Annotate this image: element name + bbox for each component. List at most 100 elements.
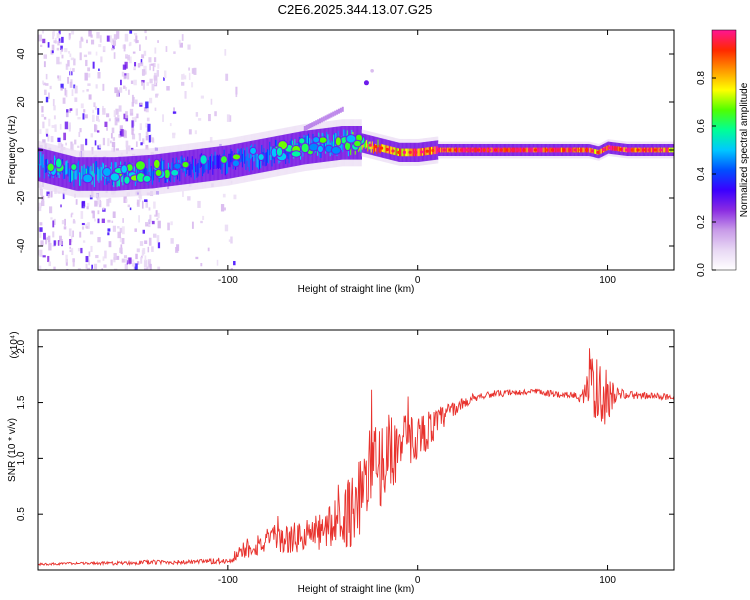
spectrogram-peak-dot	[556, 148, 560, 152]
spectrogram-core-cell	[469, 147, 472, 153]
spectrogram-core-cell	[207, 160, 210, 174]
spectrogram-noise-cell	[47, 92, 50, 99]
spectrogram-core-cell	[240, 148, 243, 162]
spectrogram-noise-cell	[116, 89, 120, 97]
spectrogram-core-cell	[412, 148, 415, 157]
spectrogram-core-cell	[383, 144, 385, 153]
spectrogram-noise-cell	[130, 147, 134, 151]
spectrogram-noise-cell	[200, 95, 204, 99]
spectrogram-blob	[275, 146, 284, 157]
spectrogram-blob	[231, 153, 242, 161]
spectrogram-noise-cell	[143, 65, 147, 72]
spectrogram-noise-cell	[154, 214, 158, 217]
spectrogram-noise-cell	[70, 213, 73, 218]
spectrogram-noise-cell	[70, 57, 75, 61]
spectrogram-noise-cell	[123, 113, 127, 120]
spectrogram-core-cell	[77, 160, 80, 175]
spectrogram-core-cell	[379, 145, 382, 154]
spectrogram-core-cell	[600, 148, 603, 154]
spectrogram-noise-cell	[141, 81, 143, 86]
spectrogram-noise-cell	[135, 141, 138, 147]
spectrogram-noise-cell	[222, 193, 226, 198]
spectrogram-noise-cell	[179, 42, 183, 48]
spectrogram-noise-cell	[110, 133, 113, 139]
spectrogram-y-label: Frequency (Hz)	[7, 116, 18, 185]
snr-x-tick-label: 100	[599, 575, 616, 586]
snr-y-tick-label: 1.5	[16, 395, 27, 409]
spectrogram-noise-cell	[170, 221, 173, 226]
spectrogram-noise-cell	[139, 102, 143, 106]
spectrogram-branch-cell	[320, 117, 323, 123]
spectrogram-peak-dot	[425, 149, 429, 153]
spectrogram-noise-cell	[39, 222, 43, 226]
spectrogram-core-cell	[474, 147, 476, 153]
spectrogram-blob	[54, 157, 63, 169]
spectrogram-noise-cell	[107, 228, 111, 232]
spectrogram-noise-cell	[38, 249, 41, 256]
spectrogram-core-cell	[211, 154, 213, 168]
spectrogram-marks	[38, 30, 674, 270]
spectrogram-blob	[70, 163, 78, 171]
spectrogram-noise-cell	[83, 54, 88, 58]
spectrogram-noise-cell	[145, 36, 148, 40]
spectrogram-noise-cell	[59, 123, 62, 130]
spectrogram-peak-dot	[414, 150, 418, 154]
spectrogram-noise-cell	[191, 68, 195, 74]
spectrogram-core-cell	[161, 158, 163, 172]
spectrogram-noise-cell	[97, 119, 101, 123]
spectrogram-noise-cell	[98, 44, 102, 48]
spectrogram-noise-cell	[102, 137, 106, 146]
spectrogram-y-tick-label: 40	[16, 48, 27, 60]
spectrogram-noise-cell	[134, 116, 137, 123]
spectrogram-noise-cell	[57, 142, 62, 149]
spectrogram-core-cell	[252, 156, 254, 171]
spectrogram-noise-cell	[111, 141, 116, 148]
spectrogram-noise-cell	[138, 133, 142, 141]
spectrogram-noise-cell	[48, 261, 51, 267]
spectrogram-core-cell	[79, 172, 81, 186]
spectrogram-noise-cell	[191, 221, 194, 229]
spectrogram-noise-cell	[141, 79, 145, 83]
spectrogram-noise-cell	[85, 138, 88, 146]
spectrogram-noise-cell	[97, 108, 100, 115]
spectrogram-peak-dot	[476, 148, 481, 152]
spectrogram-noise-cell	[97, 71, 101, 79]
spectrogram-noise-cell	[156, 235, 160, 243]
spectrogram-core-cell	[394, 147, 397, 156]
spectrogram-noise-cell	[60, 83, 64, 89]
spectrogram-blob	[123, 175, 131, 185]
spectrogram-noise-cell	[43, 116, 47, 120]
spectrogram-core-cell	[148, 158, 151, 172]
spectrogram-noise-cell	[42, 80, 44, 85]
spectrogram-noise-cell	[38, 34, 42, 42]
spectrogram-noise-cell	[145, 108, 149, 113]
spectrogram-core-cell	[532, 147, 534, 153]
spectrogram-core-cell	[248, 157, 251, 172]
spectrogram-noise-cell	[113, 146, 115, 153]
spectrogram-noise-cell	[128, 89, 130, 95]
spectrogram-peak-dot	[567, 148, 572, 152]
spectrogram-core-cell	[203, 160, 205, 174]
spectrogram-noise-cell	[156, 69, 159, 77]
spectrogram-noise-cell	[61, 36, 64, 43]
spectrogram-noise-cell	[88, 259, 90, 266]
spectrogram-noise-cell	[69, 249, 73, 253]
spectrogram-noise-cell	[128, 257, 132, 264]
spectrogram-noise-cell	[103, 46, 106, 51]
spectrogram-blob	[249, 146, 258, 155]
spectrogram-noise-cell	[129, 108, 134, 116]
spectrogram-noise-cell	[54, 124, 57, 132]
spectrogram-core-cell	[582, 147, 585, 153]
spectrogram-core-cell	[468, 147, 471, 153]
spectrogram-core-cell	[384, 144, 386, 153]
spectrogram-core-cell	[519, 147, 522, 153]
spectrogram-noise-cell	[93, 102, 96, 107]
spectrogram-noise-cell	[97, 259, 101, 263]
spectrogram-noise-cell	[65, 254, 68, 259]
spectrogram-core-cell	[334, 132, 336, 147]
spectrogram-noise-cell	[60, 204, 62, 208]
spectrogram-noise-cell	[88, 94, 92, 100]
spectrogram-noise-cell	[129, 30, 133, 34]
spectrogram-noise-cell	[53, 115, 56, 120]
spectrogram-core-cell	[503, 147, 506, 153]
